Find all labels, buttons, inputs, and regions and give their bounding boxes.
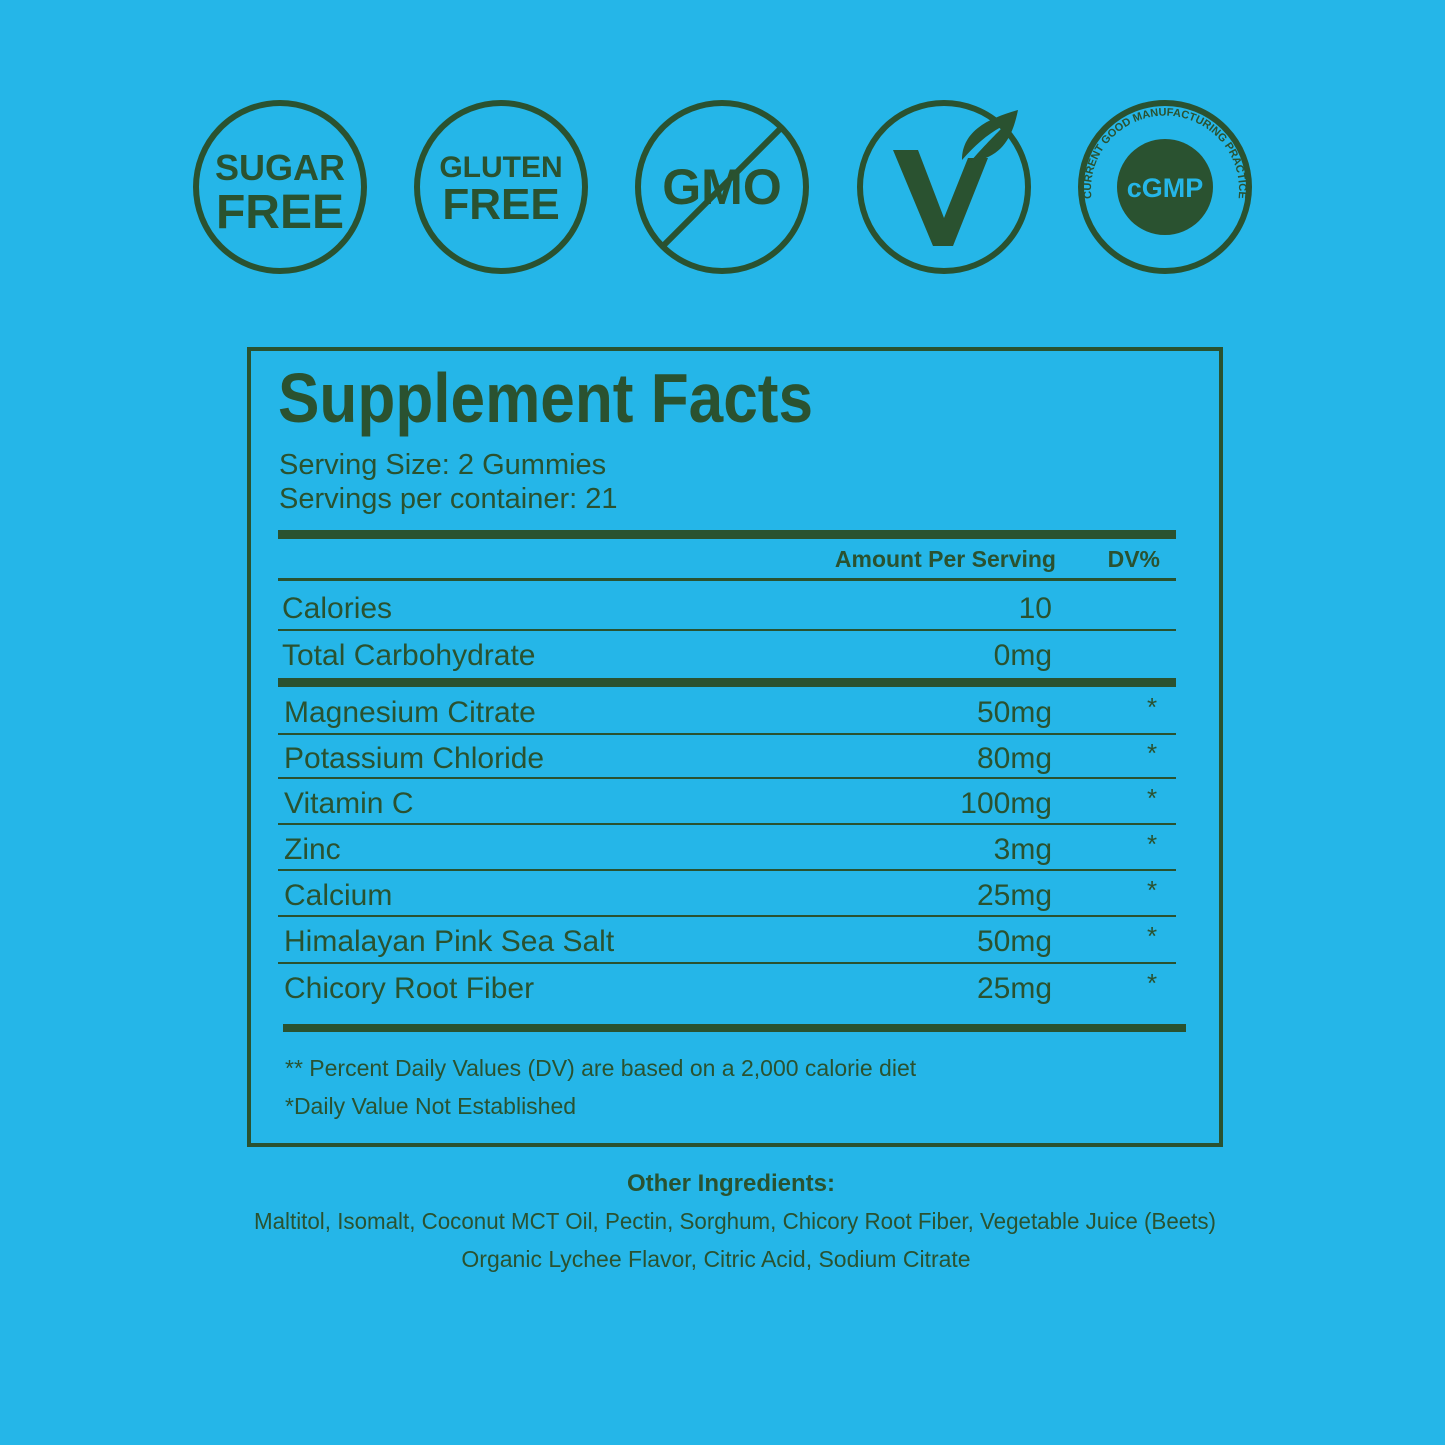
badge-ring [857, 100, 1031, 274]
row-name: Zinc [284, 833, 341, 866]
row-name: Himalayan Pink Sea Salt [284, 925, 615, 958]
row-dv: * [1147, 692, 1157, 722]
servings: Servings per container: 21 [279, 483, 618, 515]
row-amount: 80mg [977, 742, 1052, 775]
row-dv: * [1147, 921, 1157, 951]
rule [278, 823, 1176, 825]
row-dv: * [1147, 783, 1157, 813]
header-amount: Amount Per Serving [835, 546, 1056, 572]
badge-ring [414, 100, 588, 274]
badge-ring [635, 100, 809, 274]
row-dv: * [1147, 968, 1157, 998]
rule [278, 733, 1176, 735]
other-line: Organic Lychee Flavor, Citric Acid, Sodi… [461, 1246, 970, 1272]
header-dv: DV% [1108, 546, 1160, 572]
badge-text: GLUTEN [439, 151, 562, 184]
rule [278, 777, 1176, 779]
row-dv: * [1147, 738, 1157, 768]
rule [278, 629, 1176, 631]
badge-core [1117, 139, 1213, 235]
row-amount: 50mg [977, 696, 1052, 729]
row-name: Chicory Root Fiber [284, 972, 534, 1005]
badge-text: SUGAR [215, 147, 345, 188]
vegan-v [893, 150, 988, 246]
badge-text: cGMP [1127, 173, 1204, 203]
rule [278, 962, 1176, 964]
rule [278, 915, 1176, 917]
row-amount: 3mg [994, 833, 1052, 866]
rule [278, 578, 1176, 581]
rule [278, 678, 1176, 687]
badge-ring [193, 100, 367, 274]
rows: Calories 10 Total Carbohydrate 0mg Magnesium… [278, 592, 1176, 1005]
row-name: Magnesium Citrate [284, 696, 536, 729]
row-dv: * [1147, 829, 1157, 859]
vegan-leaf [962, 110, 1018, 162]
badge-text: FREE [442, 180, 559, 229]
other-title: Other Ingredients: [627, 1170, 835, 1197]
row-name: Calcium [284, 879, 392, 912]
serving-size: Serving Size: 2 Gummies [279, 449, 606, 481]
row-amount: 50mg [977, 925, 1052, 958]
rule [283, 1024, 1186, 1032]
rule [278, 530, 1176, 539]
row-dv: * [1147, 875, 1157, 905]
facts-title: Supplement Facts [278, 359, 813, 437]
row-name: Calories [282, 592, 392, 625]
row-name: Potassium Chloride [284, 742, 544, 775]
row-name: Vitamin C [284, 787, 414, 820]
badges: SUGAR FREE GLUTEN FREE GMO cGMP CURRENT … [193, 100, 1252, 274]
row-amount: 25mg [977, 879, 1052, 912]
row-name: Total Carbohydrate [282, 639, 535, 672]
footnote: *Daily Value Not Established [285, 1093, 576, 1119]
row-amount: 25mg [977, 972, 1052, 1005]
badge-ring [1078, 100, 1252, 274]
badge-slash [659, 124, 785, 250]
row-amount: 10 [1019, 592, 1052, 625]
facts-box [247, 347, 1223, 1147]
badge-text: FREE [216, 186, 344, 239]
row-amount: 0mg [994, 639, 1052, 672]
footnote: ** Percent Daily Values (DV) are based o… [285, 1055, 917, 1081]
other-line: Maltitol, Isomalt, Coconut MCT Oil, Pect… [254, 1208, 1216, 1234]
rule [278, 869, 1176, 871]
row-amount: 100mg [960, 787, 1052, 820]
